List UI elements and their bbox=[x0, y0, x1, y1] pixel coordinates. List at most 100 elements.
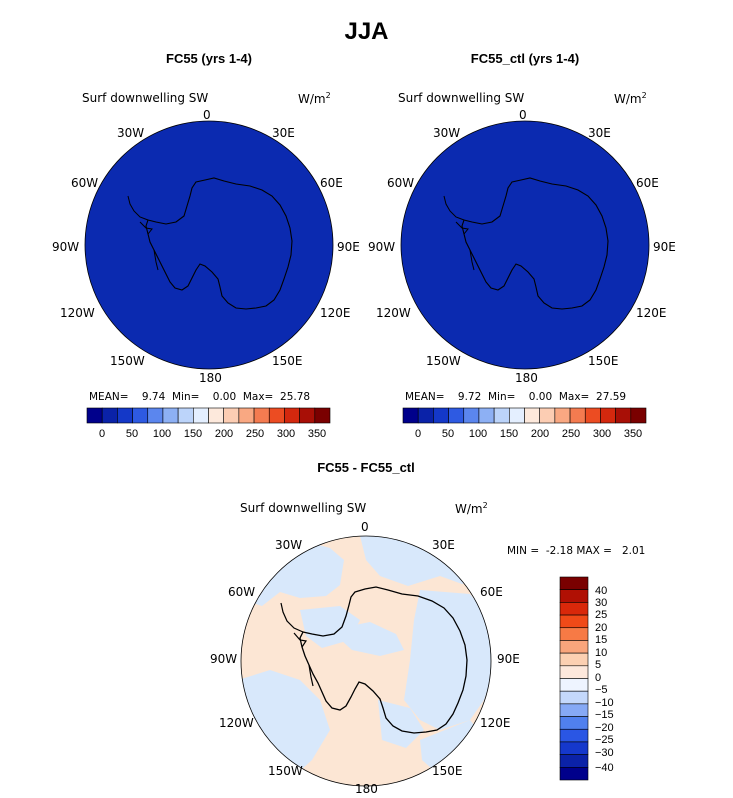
panel-1-lon-label-90w: 90W bbox=[52, 240, 80, 254]
diff-lon-label-0: 0 bbox=[361, 520, 369, 534]
colorbar-swatch bbox=[559, 652, 589, 667]
colorbar-swatch bbox=[493, 407, 510, 424]
colorbar-swatch bbox=[559, 640, 589, 654]
colorbar-swatch bbox=[147, 407, 164, 424]
diff-antarctica-coast bbox=[299, 586, 468, 734]
colorbar-swatch bbox=[559, 602, 589, 616]
colorbar-swatch bbox=[559, 716, 589, 730]
colorbar-swatch bbox=[177, 407, 194, 424]
colorbar-swatch bbox=[559, 614, 589, 629]
colorbar-swatch bbox=[559, 767, 589, 781]
colorbar-swatch bbox=[615, 407, 632, 424]
diff-cb-tick: 0 bbox=[595, 672, 602, 684]
diff-lon-label-30w: 30W bbox=[275, 538, 303, 552]
diff-lon-label-60e: 60E bbox=[480, 585, 503, 599]
colorbar-swatch bbox=[524, 407, 540, 424]
diff-map bbox=[240, 535, 492, 787]
panel-1-cb-tick: 350 bbox=[307, 428, 327, 440]
diff-cb-tick: 10 bbox=[595, 647, 608, 659]
colorbar-swatch bbox=[559, 728, 589, 743]
panel-2-lon-label-150e: 150E bbox=[588, 354, 619, 368]
panel-1-cb-tick: 150 bbox=[183, 428, 203, 440]
panel-1-cb-tick: 100 bbox=[152, 428, 172, 440]
diff-cb-tick: 30 bbox=[595, 597, 608, 609]
diff-cb-tick: −10 bbox=[595, 697, 614, 709]
panel-2-lon-label-120w: 120W bbox=[376, 306, 411, 320]
colorbar-swatch bbox=[223, 407, 240, 424]
panel-1-lon-label-0: 0 bbox=[203, 108, 211, 122]
main-title: JJA bbox=[344, 18, 389, 45]
colorbar-swatch bbox=[448, 407, 465, 424]
diff-lon-label-90e: 90E bbox=[497, 652, 520, 666]
diff-cb-tick: −20 bbox=[595, 722, 614, 734]
panel-2-units: W/m2 bbox=[614, 91, 647, 106]
diff-cb-tick: 40 bbox=[595, 585, 608, 597]
diff-title: FC55 - FC55_ctl bbox=[317, 460, 415, 475]
panel-2-cb-tick: 150 bbox=[499, 428, 519, 440]
panel-1-stats: MEAN= 9.74 Min= 0.00 Max= 25.78 bbox=[89, 391, 311, 403]
panel-1-lon-label-30w: 30W bbox=[117, 126, 145, 140]
panel-1-lon-label-60w: 60W bbox=[71, 176, 99, 190]
colorbar-swatch bbox=[117, 407, 133, 424]
diff-cb-tick: 5 bbox=[595, 659, 602, 671]
diff-lon-label-150w: 150W bbox=[268, 764, 303, 778]
panel-2-stats: MEAN= 9.72 Min= 0.00 Max= 27.59 bbox=[405, 391, 627, 403]
panel-2-lon-label-0: 0 bbox=[519, 108, 527, 122]
diff-lon-label-120e: 120E bbox=[480, 716, 511, 730]
panel-2-peninsula bbox=[443, 195, 475, 271]
diff-stats: MIN = -2.18 MAX = 2.01 bbox=[507, 545, 646, 557]
diff-lon-label-60w: 60W bbox=[228, 585, 256, 599]
panel-1-variable-label: Surf downwelling SW bbox=[82, 91, 209, 105]
colorbar-swatch bbox=[559, 690, 589, 705]
panel-1-lon-label-180: 180 bbox=[199, 371, 222, 385]
panel-2-cb-tick: 50 bbox=[441, 428, 455, 440]
colorbar-swatch bbox=[253, 407, 270, 424]
diff-lon-label-90w: 90W bbox=[210, 652, 238, 666]
colorbar-swatch bbox=[314, 407, 331, 424]
panel-2-lon-label-60w: 60W bbox=[387, 176, 415, 190]
diff-lon-label-150e: 150E bbox=[432, 764, 463, 778]
panel-2-map bbox=[400, 120, 650, 370]
panel-1-lon-label-120w: 120W bbox=[60, 306, 95, 320]
colorbar-swatch bbox=[559, 741, 589, 755]
panel-1-peninsula bbox=[127, 195, 159, 271]
panel-1-lon-label-120e: 120E bbox=[320, 306, 351, 320]
colorbar-swatch bbox=[86, 407, 103, 424]
panel-2-map-disk bbox=[400, 120, 650, 370]
colorbar-swatch bbox=[268, 407, 285, 424]
diff-lon-label-120w: 120W bbox=[219, 716, 254, 730]
panel-2-lon-label-30w: 30W bbox=[433, 126, 461, 140]
colorbar-swatch bbox=[559, 754, 589, 768]
panel-1-cb-tick: 50 bbox=[125, 428, 139, 440]
panel-2-lon-label-30e: 30E bbox=[588, 126, 611, 140]
diff-units: W/m2 bbox=[455, 501, 488, 516]
panel-2-colorbar bbox=[402, 407, 647, 424]
panel-2-cb-tick: 300 bbox=[592, 428, 612, 440]
colorbar-swatch bbox=[569, 407, 586, 424]
panel-2-variable-label: Surf downwelling SW bbox=[398, 91, 525, 105]
panel-2-title: FC55_ctl (yrs 1-4) bbox=[470, 51, 580, 66]
diff-lon-label-30e: 30E bbox=[432, 538, 455, 552]
panel-2-lon-label-180: 180 bbox=[515, 371, 538, 385]
colorbar-swatch bbox=[101, 407, 118, 424]
panel-1-cb-tick: 300 bbox=[276, 428, 296, 440]
diff-lon-label-180: 180 bbox=[355, 782, 378, 796]
panel-1-map bbox=[84, 120, 334, 370]
colorbar-swatch bbox=[539, 407, 556, 424]
panel-2-cb-tick: 200 bbox=[530, 428, 550, 440]
panel-1-antarctica-coast bbox=[145, 177, 293, 310]
colorbar-swatch bbox=[299, 407, 316, 424]
panel-2-lon-label-150w: 150W bbox=[426, 354, 461, 368]
panel-1-lon-label-150e: 150E bbox=[272, 354, 303, 368]
diff-cb-tick: −30 bbox=[595, 747, 614, 759]
diff-colorbar bbox=[559, 576, 589, 781]
diff-cb-tick: 20 bbox=[595, 622, 608, 634]
colorbar-swatch bbox=[559, 576, 589, 590]
panel-2-lon-label-120e: 120E bbox=[636, 306, 667, 320]
panel-1-colorbar bbox=[86, 407, 331, 424]
diff-variable-label: Surf downwelling SW bbox=[240, 501, 367, 515]
colorbar-swatch bbox=[559, 589, 589, 603]
panel-2-cb-tick: 0 bbox=[414, 428, 422, 440]
colorbar-swatch bbox=[162, 407, 179, 424]
colorbar-swatch bbox=[584, 407, 601, 424]
